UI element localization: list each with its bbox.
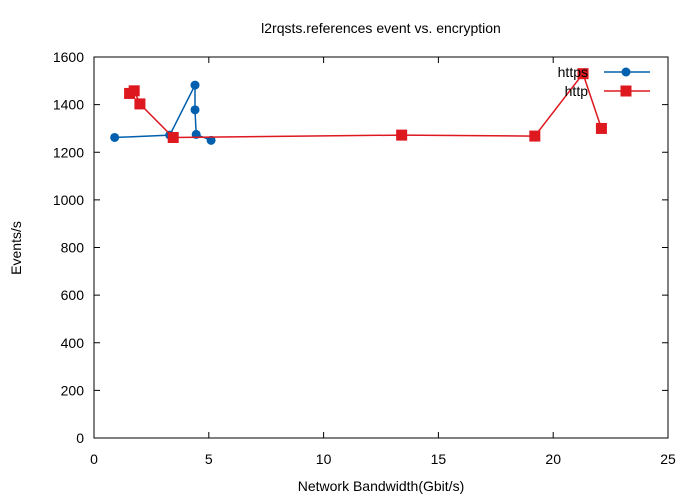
data-point-https [110, 132, 120, 142]
y-tick-label: 1400 [53, 97, 84, 113]
series-http [124, 68, 607, 143]
x-tick-label: 5 [205, 451, 213, 467]
x-tick-label: 25 [660, 451, 676, 467]
legend-label-https: https [558, 64, 588, 80]
y-tick-label: 800 [61, 240, 85, 256]
series-https [110, 80, 216, 145]
y-tick-label: 400 [61, 335, 85, 351]
x-tick-label: 20 [545, 451, 561, 467]
x-tick-label: 10 [316, 451, 332, 467]
legend-marker-https [621, 67, 631, 77]
series-line-http [129, 72, 603, 139]
legend-label-http: http [565, 83, 589, 99]
y-tick-label: 1000 [53, 192, 84, 208]
y-tick-label: 0 [76, 430, 84, 446]
axis-ticks: 0 5 10 15 20 25 0 200 400 600 800 1000 1200 1400 1600 [53, 49, 676, 467]
legend: https http [558, 64, 650, 99]
x-axis-label: Network Bandwidth(Gbit/s) [298, 478, 465, 494]
y-tick-label: 1200 [53, 144, 84, 160]
data-point-http [595, 122, 607, 134]
chart-title: l2rqsts.references event vs. encryption [261, 20, 501, 36]
y-tick-label: 200 [61, 382, 85, 398]
y-tick-label: 1600 [53, 49, 84, 65]
y-axis-label: Events/s [8, 221, 24, 275]
data-point-https [206, 135, 216, 145]
data-point-http [167, 131, 179, 143]
data-point-https [190, 80, 200, 90]
x-tick-label: 0 [90, 451, 98, 467]
data-series [110, 68, 607, 145]
data-point-https [190, 105, 200, 115]
data-point-http [134, 98, 146, 110]
legend-marker-http [620, 85, 632, 97]
data-point-http [128, 85, 140, 97]
x-tick-label: 15 [431, 451, 447, 467]
data-point-http [577, 68, 589, 80]
data-point-http [396, 129, 408, 141]
data-point-http [529, 130, 541, 142]
y-tick-label: 600 [61, 287, 85, 303]
